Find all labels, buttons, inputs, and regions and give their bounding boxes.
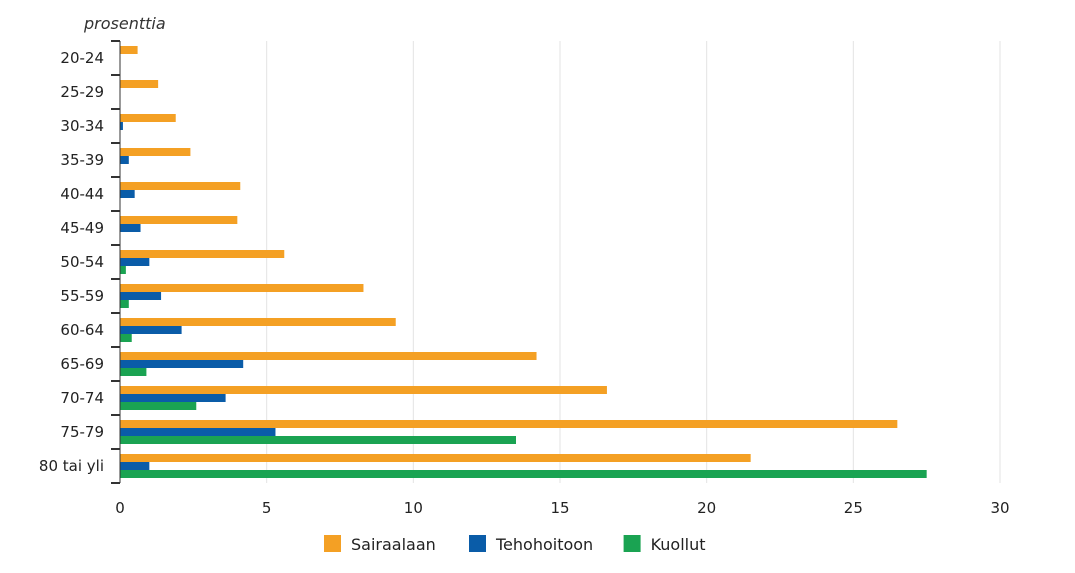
bar-tehohoitoon-30-34 bbox=[120, 122, 123, 130]
bar-tehohoitoon-45-49 bbox=[120, 224, 141, 232]
bar-kuollut-65-69 bbox=[120, 368, 147, 376]
bars bbox=[120, 46, 927, 478]
y-tick-label-45-49: 45-49 bbox=[60, 219, 104, 237]
bar-sairaalaan-25-29 bbox=[120, 80, 159, 88]
legend-swatch-sairaalaan bbox=[324, 535, 341, 552]
bar-tehohoitoon-35-39 bbox=[120, 156, 129, 164]
legend-swatch-tehohoitoon bbox=[469, 535, 486, 552]
bar-sairaalaan-65-69 bbox=[120, 352, 537, 360]
x-tick-label-5: 5 bbox=[262, 499, 272, 517]
y-tick-label-75-79: 75-79 bbox=[60, 423, 104, 441]
y-tick-label-30-34: 30-34 bbox=[60, 117, 104, 135]
legend-label-kuollut: Kuollut bbox=[651, 535, 706, 554]
bar-tehohoitoon-80-tai-yli bbox=[120, 462, 150, 470]
bar-sairaalaan-50-54 bbox=[120, 250, 285, 258]
y-tick-label-20-24: 20-24 bbox=[60, 49, 104, 67]
x-tick-label-0: 0 bbox=[115, 499, 125, 517]
bar-sairaalaan-20-24 bbox=[120, 46, 138, 54]
bar-tehohoitoon-60-64 bbox=[120, 326, 182, 334]
y-tick-label-40-44: 40-44 bbox=[60, 185, 104, 203]
bar-tehohoitoon-75-79 bbox=[120, 428, 276, 436]
x-tick-label-20: 20 bbox=[697, 499, 716, 517]
bar-sairaalaan-55-59 bbox=[120, 284, 364, 292]
bar-tehohoitoon-50-54 bbox=[120, 258, 150, 266]
bar-sairaalaan-80-tai-yli bbox=[120, 454, 751, 462]
bar-kuollut-55-59 bbox=[120, 300, 129, 308]
y-tick-label-25-29: 25-29 bbox=[60, 83, 104, 101]
bar-sairaalaan-30-34 bbox=[120, 114, 176, 122]
bar-sairaalaan-60-64 bbox=[120, 318, 396, 326]
bar-tehohoitoon-65-69 bbox=[120, 360, 244, 368]
bar-kuollut-50-54 bbox=[120, 266, 126, 274]
x-tick-label-25: 25 bbox=[844, 499, 863, 517]
bar-kuollut-60-64 bbox=[120, 334, 132, 342]
axes: 0 5 10 15 20 25 30 20-24 25-29 30-34 35-39 40-44 45-… bbox=[39, 40, 1010, 517]
legend-label-sairaalaan: Sairaalaan bbox=[351, 535, 436, 554]
bar-tehohoitoon-70-74 bbox=[120, 394, 226, 402]
x-tick-label-15: 15 bbox=[550, 499, 569, 517]
bar-kuollut-80-tai-yli bbox=[120, 470, 927, 478]
bar-sairaalaan-75-79 bbox=[120, 420, 898, 428]
x-tick-label-30: 30 bbox=[990, 499, 1009, 517]
bar-sairaalaan-35-39 bbox=[120, 148, 191, 156]
legend: Sairaalaan Tehohoitoon Kuollut bbox=[324, 535, 706, 554]
y-axis-unit-label: prosenttia bbox=[83, 14, 166, 33]
y-tick-label-65-69: 65-69 bbox=[60, 355, 104, 373]
y-tick-label-80-tai-yli: 80 tai yli bbox=[39, 457, 104, 475]
legend-label-tehohoitoon: Tehohoitoon bbox=[495, 535, 593, 554]
bar-sairaalaan-70-74 bbox=[120, 386, 607, 394]
y-tick-label-70-74: 70-74 bbox=[60, 389, 104, 407]
y-tick-label-55-59: 55-59 bbox=[60, 287, 104, 305]
bar-tehohoitoon-40-44 bbox=[120, 190, 135, 198]
bar-sairaalaan-40-44 bbox=[120, 182, 241, 190]
x-tick-label-10: 10 bbox=[404, 499, 423, 517]
bar-kuollut-75-79 bbox=[120, 436, 516, 444]
bar-kuollut-70-74 bbox=[120, 402, 197, 410]
legend-swatch-kuollut bbox=[623, 535, 641, 552]
bar-sairaalaan-45-49 bbox=[120, 216, 238, 224]
y-tick-label-35-39: 35-39 bbox=[60, 151, 104, 169]
y-tick-label-50-54: 50-54 bbox=[60, 253, 104, 271]
grid-lines bbox=[266, 41, 1001, 483]
bar-tehohoitoon-55-59 bbox=[120, 292, 162, 300]
y-tick-label-60-64: 60-64 bbox=[60, 321, 104, 339]
